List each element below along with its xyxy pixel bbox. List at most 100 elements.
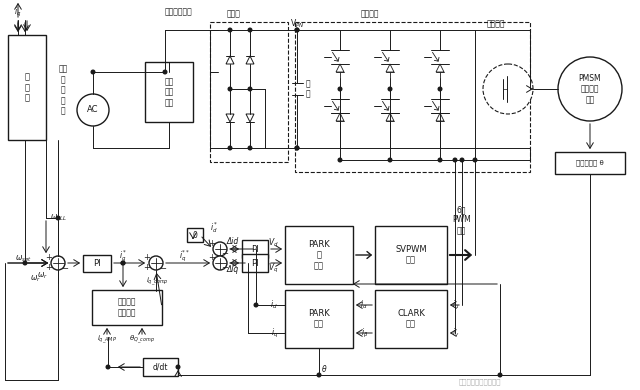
Text: V$_{PN}$: V$_{PN}$ <box>290 18 305 30</box>
Text: 锁
相
环: 锁 相 环 <box>24 73 29 103</box>
Text: $V_q$: $V_q$ <box>268 261 278 275</box>
Bar <box>242 254 268 272</box>
Text: +: + <box>143 264 150 273</box>
Circle shape <box>460 158 464 162</box>
Bar <box>83 255 111 272</box>
Polygon shape <box>436 113 444 121</box>
Text: 转子位置角 θ: 转子位置角 θ <box>576 160 604 166</box>
Circle shape <box>23 261 27 265</box>
Text: PARK
逆
变换: PARK 逆 变换 <box>308 240 330 270</box>
Circle shape <box>438 87 442 91</box>
Text: $i_{q\_comp}$: $i_{q\_comp}$ <box>145 276 168 288</box>
Polygon shape <box>246 114 254 122</box>
Circle shape <box>51 256 65 270</box>
Circle shape <box>149 256 163 270</box>
Text: 电压过零信号: 电压过零信号 <box>165 7 193 16</box>
Circle shape <box>558 57 622 121</box>
Text: $i_u$: $i_u$ <box>452 299 460 311</box>
Text: +: + <box>45 254 52 262</box>
Circle shape <box>121 261 125 265</box>
Text: $\omega_{set}$: $\omega_{set}$ <box>15 254 32 264</box>
Bar <box>210 22 288 162</box>
Bar <box>285 226 353 284</box>
Bar <box>375 226 447 284</box>
Circle shape <box>248 87 252 91</box>
Text: 整流桥: 整流桥 <box>227 9 241 18</box>
Text: 功率模块: 功率模块 <box>361 9 380 18</box>
Polygon shape <box>386 113 394 121</box>
Text: $i_q$: $i_q$ <box>14 5 22 19</box>
Text: +: + <box>209 254 216 262</box>
Circle shape <box>473 158 477 162</box>
Bar <box>92 290 162 325</box>
Bar <box>187 228 203 242</box>
Text: 转矩电流
前馈补偿: 转矩电流 前馈补偿 <box>118 298 136 317</box>
Circle shape <box>338 87 342 91</box>
Circle shape <box>228 146 232 150</box>
Bar <box>375 290 447 348</box>
Circle shape <box>176 365 180 369</box>
Text: $\theta_{Q\_comp}$: $\theta_{Q\_comp}$ <box>129 334 155 346</box>
Text: −: − <box>159 264 166 273</box>
Text: $i_d^*$: $i_d^*$ <box>210 221 218 236</box>
Circle shape <box>248 28 252 32</box>
Circle shape <box>295 146 299 150</box>
Circle shape <box>498 373 502 377</box>
Text: 0: 0 <box>193 230 197 239</box>
Text: 电压
过零
检测: 电压 过零 检测 <box>164 77 173 107</box>
Polygon shape <box>226 114 234 122</box>
Bar <box>295 22 530 172</box>
Polygon shape <box>336 64 344 72</box>
Bar <box>143 358 178 376</box>
Text: 火焊航模电子工业服务: 火焊航模电子工业服务 <box>459 379 501 385</box>
Circle shape <box>228 28 232 32</box>
Text: SVPWM
计算: SVPWM 计算 <box>395 245 427 265</box>
Bar <box>145 62 193 122</box>
Text: $i_\beta$: $i_\beta$ <box>360 326 368 340</box>
Circle shape <box>338 158 342 162</box>
Text: $i_q$: $i_q$ <box>271 326 278 340</box>
Text: PI: PI <box>251 245 259 254</box>
Text: $\omega_r$: $\omega_r$ <box>36 271 47 281</box>
Text: $i_\alpha$: $i_\alpha$ <box>360 299 368 311</box>
Circle shape <box>106 365 110 369</box>
Circle shape <box>254 303 258 307</box>
Text: PARK
变换: PARK 变换 <box>308 309 330 329</box>
Circle shape <box>213 256 227 270</box>
Text: θ: θ <box>322 365 326 374</box>
Text: 电
容: 电 容 <box>306 79 310 99</box>
Circle shape <box>295 146 299 150</box>
Text: PMSM
永磁同步
电机: PMSM 永磁同步 电机 <box>579 74 602 104</box>
Text: −: − <box>61 264 68 273</box>
Circle shape <box>295 28 299 32</box>
Circle shape <box>483 64 533 114</box>
Text: +: + <box>45 264 52 273</box>
Text: 交流
输
入
电
源: 交流 输 入 电 源 <box>58 65 68 115</box>
Text: 电流采集: 电流采集 <box>487 20 506 28</box>
Circle shape <box>317 373 321 377</box>
Circle shape <box>295 28 299 32</box>
Text: PI: PI <box>93 259 101 268</box>
Circle shape <box>163 70 167 74</box>
Polygon shape <box>226 56 234 64</box>
Text: −: − <box>221 264 228 273</box>
Polygon shape <box>386 64 394 72</box>
Circle shape <box>121 261 125 265</box>
Text: AC: AC <box>87 106 99 115</box>
Circle shape <box>92 70 95 74</box>
Text: $i_v$: $i_v$ <box>452 327 460 339</box>
Bar <box>242 240 268 258</box>
Text: 6路
PWM
信号: 6路 PWM 信号 <box>452 205 471 235</box>
Text: $\omega_{PLL}$: $\omega_{PLL}$ <box>50 213 67 223</box>
Text: CLARK
变换: CLARK 变换 <box>397 309 425 329</box>
Circle shape <box>56 216 60 220</box>
Polygon shape <box>436 64 444 72</box>
Polygon shape <box>246 56 254 64</box>
Text: +: + <box>143 254 150 262</box>
Text: $i_q^*$: $i_q^*$ <box>119 248 127 264</box>
Circle shape <box>248 146 252 150</box>
Text: −: − <box>221 250 228 259</box>
Text: $i_d$: $i_d$ <box>271 299 278 311</box>
Circle shape <box>438 158 442 162</box>
Bar <box>285 290 353 348</box>
